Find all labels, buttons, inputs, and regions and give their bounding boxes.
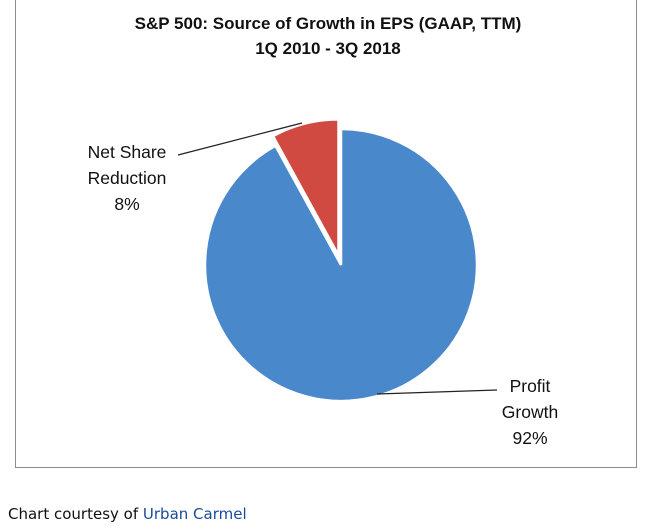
leader-line	[376, 389, 498, 395]
source-link[interactable]: Urban Carmel	[142, 505, 247, 523]
data-label: 92%	[512, 428, 547, 448]
data-label: Net Share	[88, 142, 167, 162]
data-label: Growth	[502, 402, 558, 422]
pie-chart: S&P 500: Source of Growth in EPS (GAAP, …	[88, 14, 559, 448]
pie-slice-net-share-reduction	[271, 118, 340, 256]
chart-subtitle: 1Q 2010 - 3Q 2018	[255, 39, 401, 58]
chart-caption: Chart courtesy of Urban Carmel	[8, 505, 247, 523]
data-label: 8%	[114, 194, 139, 214]
pie-slice-profit-growth	[203, 127, 479, 403]
data-label: Reduction	[88, 168, 167, 188]
data-label: Profit	[510, 376, 551, 396]
caption-prefix: Chart courtesy of	[8, 505, 139, 523]
chart-title: S&P 500: Source of Growth in EPS (GAAP, …	[135, 14, 522, 33]
leader-line	[177, 122, 303, 156]
